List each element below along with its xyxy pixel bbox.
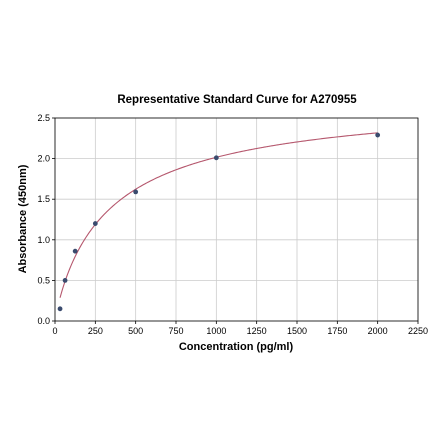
x-tick-label: 1500	[287, 326, 307, 336]
x-tick-label: 250	[88, 326, 103, 336]
x-tick-label: 1750	[327, 326, 347, 336]
data-point	[62, 278, 68, 283]
x-tick-label: 2250	[408, 326, 428, 336]
plot-frame	[54, 117, 419, 322]
y-tick-label: 0.0	[37, 316, 50, 326]
x-tick-label: 1000	[206, 326, 226, 336]
y-tick-label: 1.0	[37, 235, 50, 245]
x-axis-label: Concentration (pg/ml)	[179, 341, 294, 353]
x-tick-label: 0	[52, 326, 57, 336]
data-point	[92, 221, 98, 226]
x-tick-label: 750	[168, 326, 183, 336]
data-point	[57, 306, 63, 312]
y-tick-label: 0.5	[37, 275, 50, 285]
data-point	[213, 155, 219, 161]
x-tick-label: 1250	[247, 326, 267, 336]
y-axis-ticks: 0.0 0.5 1.0 1.5 2.0 2.5	[37, 113, 55, 326]
data-point	[375, 132, 381, 138]
y-tick-label: 2.0	[37, 154, 50, 164]
fit-curve-group	[59, 132, 378, 298]
y-tick-label: 2.5	[37, 113, 50, 123]
y-tick-label: 1.5	[37, 194, 50, 204]
x-tick-label: 2000	[368, 326, 388, 336]
x-tick-label: 500	[128, 326, 143, 336]
data-point	[133, 189, 139, 195]
x-axis-ticks: 0 250 500 750 1000 1250 1500 1750 2000 2250	[52, 321, 428, 336]
chart-title: Representative Standard Curve for A27095…	[117, 94, 357, 106]
data-point	[72, 248, 78, 254]
grid-lines	[54, 117, 419, 322]
y-axis-label: Absorbance (450nm)	[17, 164, 29, 273]
data-points-group	[57, 132, 381, 312]
fit-curve-line	[59, 132, 378, 298]
